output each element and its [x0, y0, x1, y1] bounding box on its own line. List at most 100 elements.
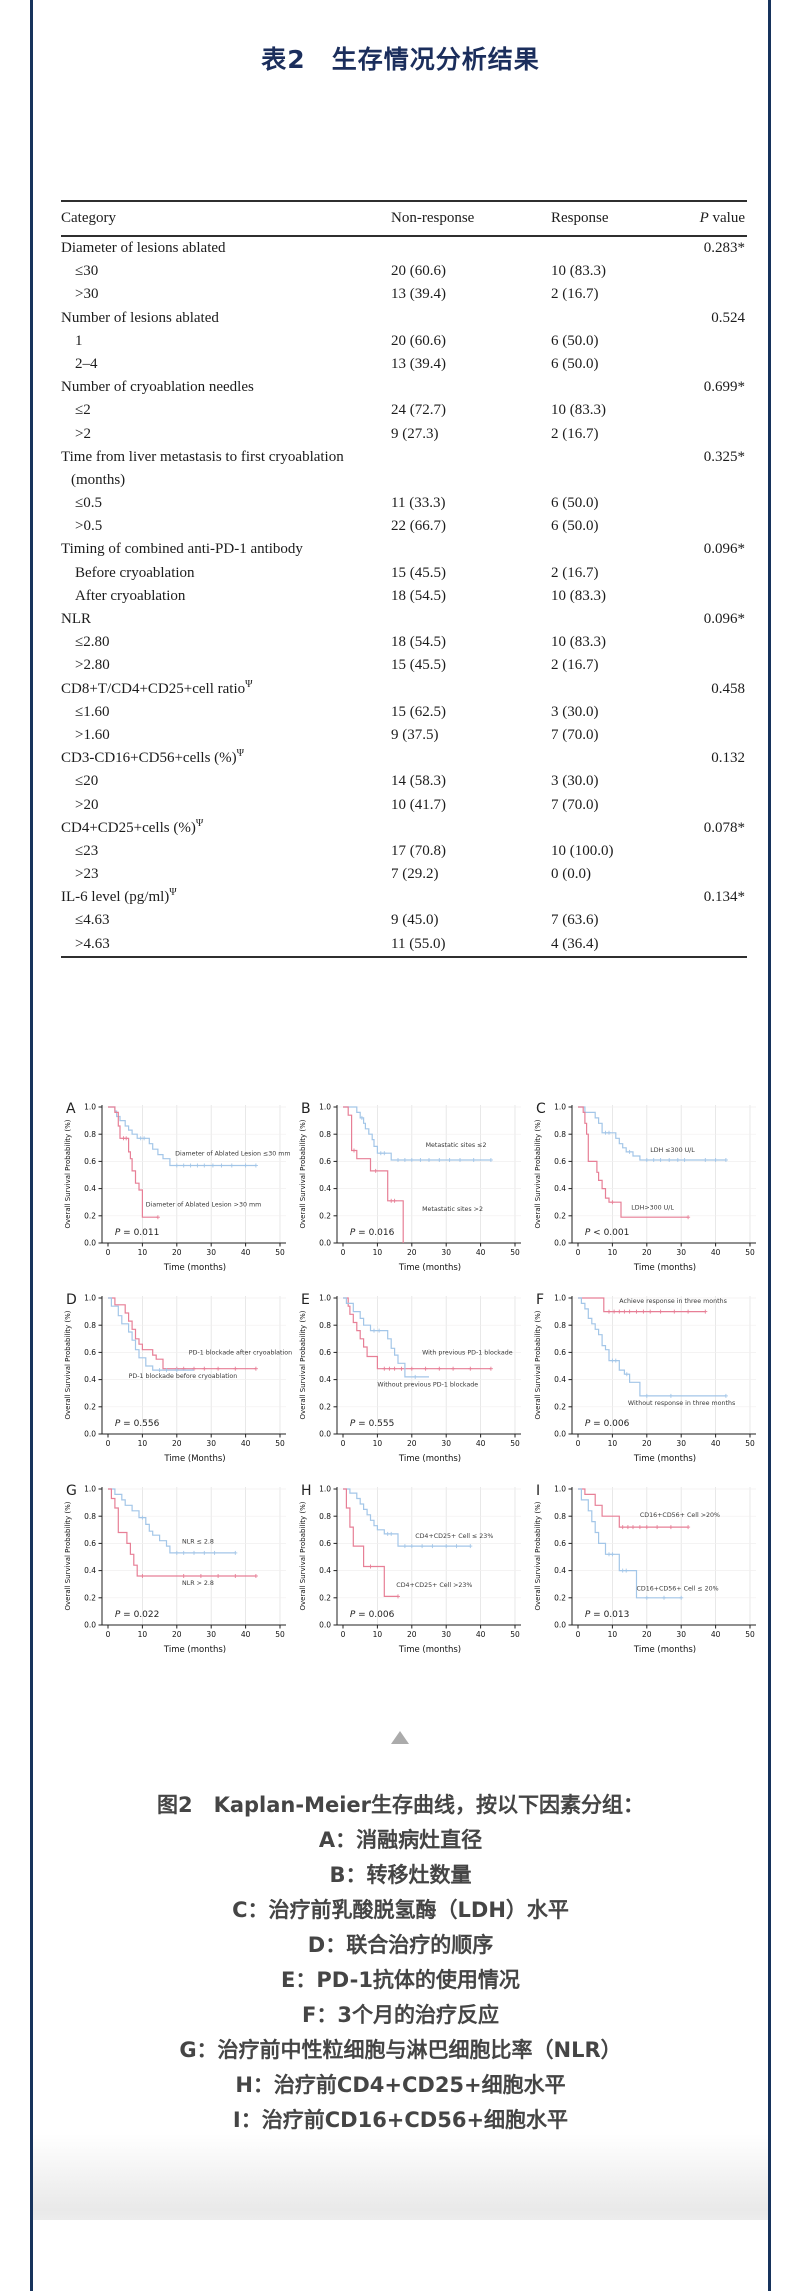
svg-text:LDH ≤300 U/L: LDH ≤300 U/L	[650, 1147, 695, 1154]
svg-text:0.6: 0.6	[554, 1539, 566, 1548]
col-header-pvalue: P value	[699, 210, 745, 226]
section-divider	[33, 2134, 768, 2220]
svg-text:P = 0.556: P = 0.556	[115, 1419, 160, 1429]
svg-text:Time (months): Time (months)	[398, 1454, 461, 1464]
svg-text:Time (months): Time (months)	[398, 1645, 461, 1655]
svg-text:40: 40	[241, 1439, 251, 1448]
svg-text:0.6: 0.6	[84, 1348, 96, 1357]
km-plot-svg: 0 10 20 30 40 50 0.0 0.2 0.4 0.6 0.8 1.0 NLR ≤ 2.8 NL…	[64, 1483, 286, 1655]
svg-text:0.2: 0.2	[84, 1211, 96, 1220]
table-row: >30 13 (39.4) 2 (16.7)	[61, 283, 747, 306]
svg-text:50: 50	[745, 1248, 755, 1257]
svg-text:30: 30	[441, 1439, 451, 1448]
row-category: Before cryoablation	[75, 564, 195, 581]
km-plot-svg: 0 10 20 30 40 50 0.0 0.2 0.4 0.6 0.8 1.0 With previo…	[299, 1292, 521, 1464]
km-plot-svg: 0 10 20 30 40 50 0.0 0.2 0.4 0.6 0.8 1.0 CD16+CD56+ …	[534, 1483, 756, 1655]
row-p-value: 0.078*	[703, 819, 745, 836]
table-row: 1 20 (60.6) 6 (50.0)	[61, 330, 747, 353]
svg-text:50: 50	[275, 1439, 285, 1448]
svg-text:P = 0.555: P = 0.555	[350, 1419, 394, 1429]
row-response-value: 6 (50.0)	[551, 518, 599, 535]
table-row: Timing of combined anti-PD-1 antibody 0.…	[61, 538, 747, 561]
svg-text:1.0: 1.0	[319, 1485, 331, 1494]
figure2-caption-line: H：治疗前CD4+CD25+细胞水平	[235, 2073, 566, 2097]
km-chart-A: 0 10 20 30 40 50 0.0 0.2 0.4 0.6 0.8 1.0 Diameter of…	[60, 1093, 295, 1285]
row-category: ≤20	[75, 773, 99, 790]
row-response-value: 2 (16.7)	[551, 286, 599, 303]
svg-text:0: 0	[106, 1439, 111, 1448]
svg-text:0.8: 0.8	[84, 1321, 96, 1330]
table-row: >2 9 (27.3) 2 (16.7)	[61, 423, 747, 446]
svg-text:0: 0	[106, 1248, 111, 1257]
row-p-value	[691, 353, 747, 376]
row-p-value	[691, 724, 747, 747]
col-header-category: Category	[61, 210, 116, 226]
svg-text:0.4: 0.4	[84, 1566, 96, 1575]
row-nonresponse-value	[391, 678, 551, 701]
svg-text:0.4: 0.4	[554, 1375, 566, 1384]
svg-text:H: H	[301, 1483, 312, 1499]
svg-text:0.8: 0.8	[554, 1512, 566, 1521]
row-nonresponse-value: 9 (37.5)	[391, 726, 439, 743]
row-p-value: 0.134*	[703, 889, 745, 906]
svg-text:1.0: 1.0	[84, 1103, 96, 1112]
svg-text:0: 0	[341, 1248, 346, 1257]
svg-text:0: 0	[106, 1630, 111, 1639]
row-response-value	[551, 608, 691, 631]
row-nonresponse-value: 15 (45.5)	[391, 564, 446, 581]
collapse-triangle-icon[interactable]	[391, 1731, 409, 1744]
svg-text:0.4: 0.4	[319, 1566, 331, 1575]
row-nonresponse-value: 10 (41.7)	[391, 796, 446, 813]
svg-text:0.6: 0.6	[319, 1348, 331, 1357]
svg-text:0.6: 0.6	[84, 1157, 96, 1166]
svg-text:20: 20	[172, 1439, 182, 1448]
km-chart-D: 0 10 20 30 40 50 0.0 0.2 0.4 0.6 0.8 1.0 PD-1 blocka…	[60, 1284, 295, 1476]
svg-text:P = 0.006: P = 0.006	[585, 1419, 630, 1429]
row-nonresponse-value: 11 (33.3)	[391, 495, 446, 512]
svg-text:20: 20	[407, 1630, 417, 1639]
svg-text:30: 30	[206, 1248, 216, 1257]
row-category: ≤0.5	[75, 495, 102, 512]
svg-text:10: 10	[373, 1630, 383, 1639]
row-category: NLR	[61, 611, 91, 628]
svg-text:50: 50	[275, 1630, 285, 1639]
svg-text:Metastatic sites ≤2: Metastatic sites ≤2	[426, 1142, 487, 1149]
svg-text:50: 50	[745, 1630, 755, 1639]
row-response-value	[551, 376, 691, 399]
svg-text:Without previous PD-1 blockade: Without previous PD-1 blockade	[377, 1381, 478, 1388]
svg-text:40: 40	[711, 1439, 721, 1448]
row-nonresponse-value: 15 (45.5)	[391, 657, 446, 674]
row-nonresponse-value	[391, 376, 551, 399]
svg-text:20: 20	[407, 1248, 417, 1257]
row-response-value: 2 (16.7)	[551, 425, 599, 442]
svg-text:P < 0.001: P < 0.001	[585, 1228, 629, 1238]
svg-text:0.8: 0.8	[319, 1512, 331, 1521]
row-p-value	[691, 423, 747, 446]
row-nonresponse-value	[391, 538, 551, 561]
svg-text:D: D	[66, 1292, 77, 1308]
row-response-value: 7 (70.0)	[551, 726, 599, 743]
row-nonresponse-value: 22 (66.7)	[391, 518, 446, 535]
figure2-caption-heading: 图2 Kaplan-Meier生存曲线，按以下因素分组：	[156, 1793, 645, 1817]
figure2-caption-line: I：治疗前CD16+CD56+细胞水平	[232, 2108, 569, 2132]
km-plot-svg: 0 10 20 30 40 50 0.0 0.2 0.4 0.6 0.8 1.0 Diameter of…	[64, 1101, 291, 1273]
svg-text:A: A	[66, 1101, 76, 1117]
table-row: CD4+CD25+cells (%)Ψ 0.078*	[61, 817, 747, 840]
svg-text:0: 0	[341, 1630, 346, 1639]
row-category: 2–4	[75, 355, 98, 372]
table-row: >23 7 (29.2) 0 (0.0)	[61, 863, 747, 886]
svg-text:P = 0.006: P = 0.006	[350, 1610, 395, 1620]
svg-text:20: 20	[642, 1630, 652, 1639]
row-category: ≤23	[75, 842, 99, 859]
km-chart-H: 0 10 20 30 40 50 0.0 0.2 0.4 0.6 0.8 1.0 CD4+CD25+ C…	[295, 1475, 530, 1667]
svg-text:30: 30	[206, 1439, 216, 1448]
row-p-value	[691, 631, 747, 654]
svg-text:40: 40	[476, 1248, 486, 1257]
figure2-caption: 图2 Kaplan-Meier生存曲线，按以下因素分组： A：消融病灶直径 B：转移…	[33, 1788, 768, 2138]
row-response-value: 3 (30.0)	[551, 773, 599, 790]
svg-text:0.0: 0.0	[319, 1621, 331, 1630]
row-response-value: 3 (30.0)	[551, 703, 599, 720]
svg-text:50: 50	[510, 1248, 520, 1257]
table-row: 2–4 13 (39.4) 6 (50.0)	[61, 353, 747, 376]
svg-text:Overall Survival Probability (: Overall Survival Probability (%)	[299, 1501, 307, 1610]
